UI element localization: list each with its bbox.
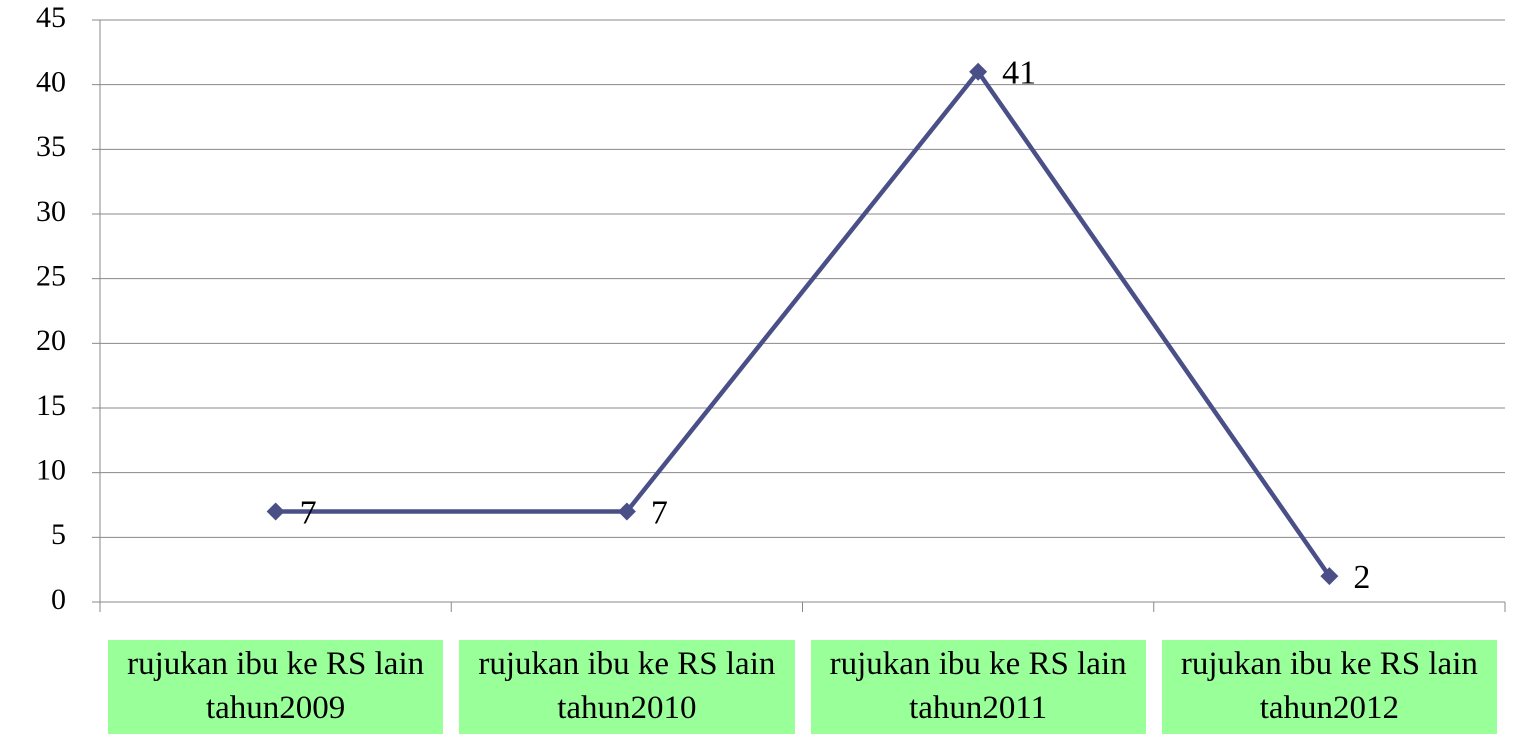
y-tick-label: 45 (36, 1, 66, 34)
data-line (275, 69, 1332, 578)
x-tick-label: rujukan ibu ke RS lain tahun2010 (459, 640, 795, 734)
y-tick-label: 35 (36, 130, 66, 163)
y-tick-label: 5 (51, 518, 66, 551)
data-label: 41 (1002, 55, 1036, 92)
data-label: 7 (651, 494, 668, 531)
x-tick-label: rujukan ibu ke RS lain tahun2011 (810, 640, 1146, 734)
y-tick-label: 0 (51, 583, 66, 616)
y-tick-label: 30 (36, 195, 66, 228)
y-tick-label: 25 (36, 260, 66, 293)
x-tick-label: rujukan ibu ke RS lain tahun2009 (108, 640, 444, 734)
y-tick-label: 40 (36, 66, 66, 99)
data-point (617, 502, 636, 521)
data-point (969, 62, 988, 81)
x-tick-label: rujukan ibu ke RS lain tahun2012 (1161, 640, 1497, 734)
data-label: 2 (1353, 559, 1370, 596)
data-point (1320, 567, 1339, 586)
data-point (266, 502, 285, 521)
y-tick-label: 20 (36, 324, 66, 357)
y-tick-label: 10 (36, 454, 66, 487)
y-tick-label: 15 (36, 389, 66, 422)
data-label: 7 (300, 494, 317, 531)
